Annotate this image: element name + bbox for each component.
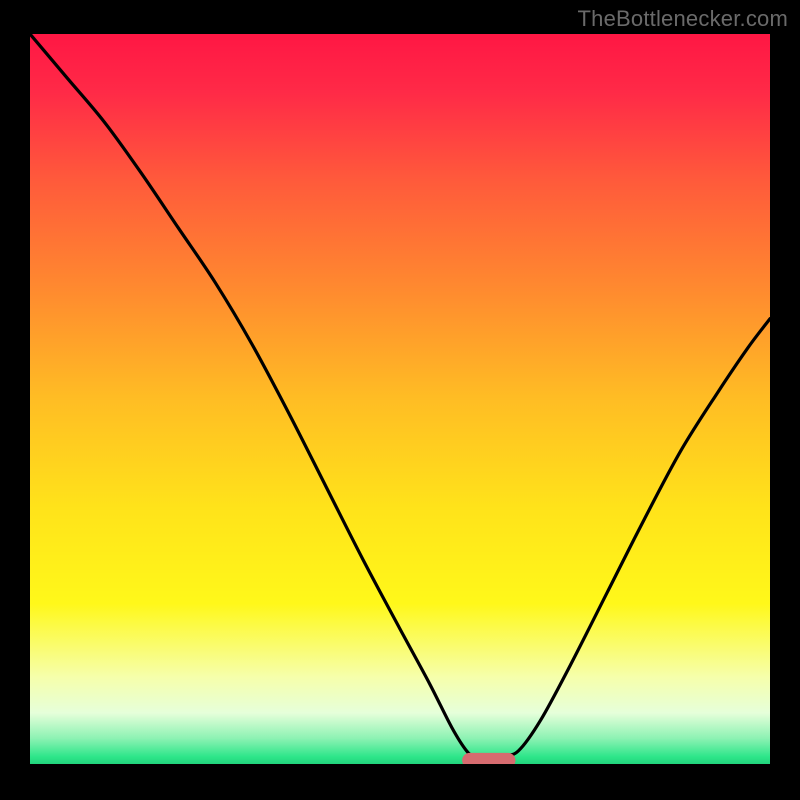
chart-stage: TheBottlenecker.com (0, 0, 800, 800)
bottleneck-curve-chart (0, 0, 800, 800)
gradient-background (30, 34, 770, 764)
watermark-label: TheBottlenecker.com (578, 6, 788, 32)
plot-area (30, 34, 770, 768)
